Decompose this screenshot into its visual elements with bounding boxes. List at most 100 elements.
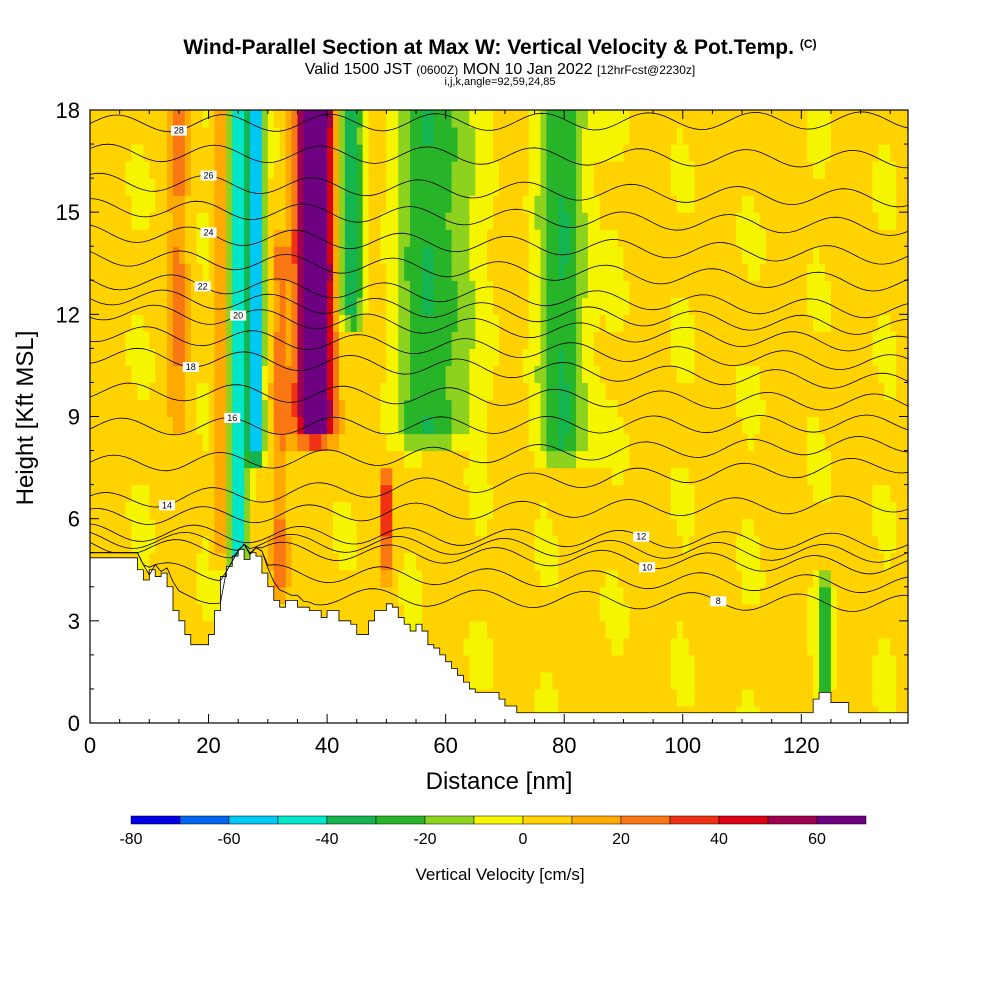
velocity-cell	[635, 399, 642, 418]
velocity-cell	[149, 127, 156, 145]
velocity-cell	[499, 110, 506, 128]
velocity-cell	[629, 382, 636, 401]
velocity-cell	[540, 552, 548, 571]
velocity-cell	[404, 314, 411, 332]
velocity-cell	[463, 161, 470, 179]
velocity-cell	[848, 229, 856, 247]
velocity-cell	[410, 212, 417, 230]
velocity-cell	[777, 399, 785, 418]
velocity-cell	[155, 467, 162, 486]
velocity-cell	[570, 229, 577, 247]
velocity-cell	[504, 331, 512, 349]
velocity-cell	[433, 552, 441, 571]
velocity-cell	[374, 535, 382, 554]
velocity-cell	[765, 365, 773, 384]
velocity-cell	[119, 246, 127, 264]
velocity-cell	[510, 484, 518, 503]
velocity-cell	[570, 144, 577, 162]
velocity-cell	[445, 467, 453, 486]
velocity-cell	[161, 416, 168, 435]
velocity-cell	[676, 484, 684, 503]
velocity-cell	[285, 280, 293, 298]
velocity-cell	[842, 433, 850, 452]
velocity-cell	[629, 688, 636, 707]
velocity-cell	[635, 382, 642, 401]
velocity-cell	[896, 110, 903, 128]
velocity-cell	[819, 110, 826, 128]
velocity-cell	[178, 603, 186, 622]
velocity-cell	[635, 603, 642, 622]
velocity-cell	[143, 501, 150, 520]
velocity-cell	[534, 297, 542, 315]
velocity-cell	[842, 246, 850, 264]
velocity-cell	[641, 314, 648, 332]
velocity-cell	[676, 586, 684, 605]
velocity-cell	[866, 229, 874, 247]
velocity-cell	[872, 110, 879, 128]
velocity-cell	[753, 263, 761, 281]
velocity-cell	[333, 467, 340, 486]
velocity-cell	[255, 331, 263, 349]
velocity-cell	[350, 603, 358, 622]
velocity-cell	[629, 416, 636, 435]
velocity-cell	[825, 161, 832, 179]
velocity-cell	[255, 144, 263, 162]
velocity-cell	[433, 110, 441, 128]
velocity-cell	[427, 399, 435, 418]
velocity-cell	[676, 127, 684, 145]
velocity-cell	[416, 212, 423, 230]
velocity-cell	[830, 501, 838, 520]
velocity-cell	[439, 127, 447, 145]
velocity-cell	[736, 467, 743, 486]
velocity-cell	[647, 688, 654, 707]
velocity-cell	[327, 110, 334, 128]
velocity-cell	[267, 382, 275, 401]
velocity-cell	[404, 399, 411, 418]
velocity-cell	[830, 195, 838, 213]
velocity-cell	[220, 161, 227, 179]
velocity-cell	[493, 280, 500, 298]
velocity-cell	[463, 348, 470, 367]
velocity-cell	[848, 178, 856, 196]
velocity-cell	[356, 280, 364, 298]
velocity-cell	[356, 229, 364, 247]
velocity-cell	[724, 586, 731, 605]
velocity-cell	[659, 399, 666, 418]
velocity-cell	[587, 637, 595, 656]
velocity-cell	[184, 518, 192, 537]
theta-contour-line	[90, 304, 908, 352]
velocity-cell	[238, 467, 245, 486]
velocity-cell	[232, 246, 239, 264]
velocity-cell	[463, 518, 470, 537]
velocity-cell	[599, 297, 607, 315]
velocity-cell	[694, 552, 702, 571]
velocity-cell	[208, 433, 216, 452]
velocity-cell	[398, 127, 405, 145]
velocity-cell	[777, 331, 785, 349]
velocity-cell	[255, 280, 263, 298]
velocity-cell	[279, 314, 287, 332]
velocity-cell	[155, 518, 162, 537]
velocity-cell	[570, 637, 577, 656]
velocity-cell	[386, 161, 393, 179]
velocity-cell	[570, 331, 577, 349]
velocity-cell	[487, 586, 494, 605]
velocity-cell	[137, 484, 144, 503]
velocity-cell	[902, 450, 908, 469]
velocity-cell	[641, 161, 648, 179]
velocity-cell	[321, 518, 328, 537]
velocity-cell	[742, 365, 749, 384]
velocity-cell	[285, 450, 293, 469]
velocity-cell	[534, 433, 542, 452]
velocity-cell	[232, 348, 239, 367]
velocity-cell	[208, 178, 216, 196]
velocity-cell	[463, 399, 470, 418]
velocity-cell	[95, 535, 103, 554]
velocity-cell	[475, 586, 482, 605]
velocity-cell	[599, 161, 607, 179]
velocity-cell	[659, 314, 666, 332]
velocity-cell	[664, 161, 672, 179]
velocity-cell	[184, 280, 192, 298]
velocity-cell	[599, 654, 607, 673]
velocity-cell	[291, 127, 299, 145]
